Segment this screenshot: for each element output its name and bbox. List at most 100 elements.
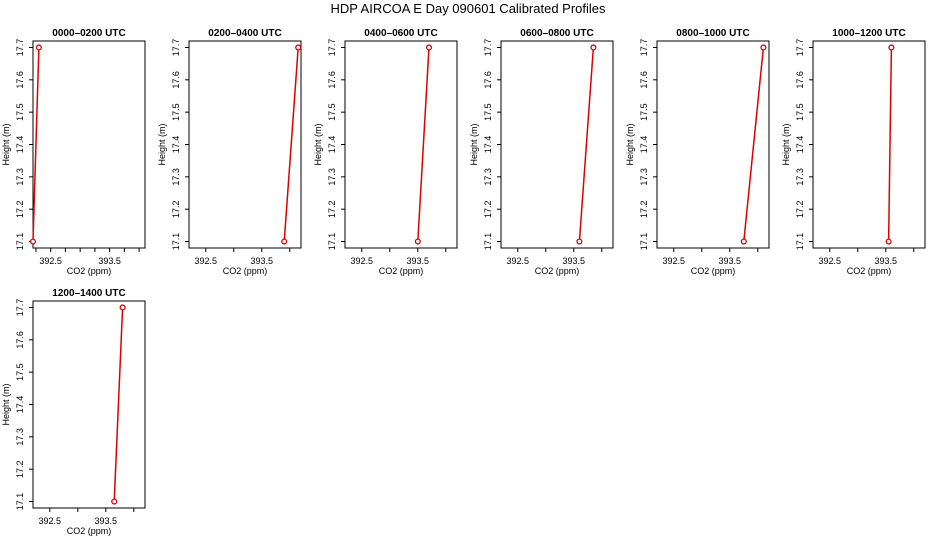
plot-frame [188, 40, 302, 249]
x-tick-label: 393.5 [98, 256, 121, 266]
y-tick-label: 17.1 [483, 233, 493, 251]
y-tick-label: 17.2 [15, 200, 25, 218]
x-tick-label: 393.5 [407, 256, 430, 266]
y-tick-label: 17.7 [171, 39, 181, 57]
y-tick-label: 17.7 [795, 39, 805, 57]
y-tick-label: 17.3 [483, 168, 493, 186]
panel-title: 1000–1200 UTC [832, 28, 905, 39]
y-tick-label: 17.5 [15, 103, 25, 121]
y-tick-label: 17.7 [15, 39, 25, 57]
x-axis-label: CO2 (ppm) [847, 266, 892, 276]
y-tick-label: 17.5 [171, 103, 181, 121]
panel-title: 0200–0400 UTC [208, 28, 281, 39]
x-tick-label: 393.5 [95, 516, 118, 526]
data-point [111, 498, 118, 505]
data-point [414, 238, 421, 245]
y-axis-label: Height (m) [157, 123, 167, 165]
plot-frame [812, 40, 926, 249]
y-tick-label: 17.4 [15, 396, 25, 414]
y-tick-label: 17.6 [171, 71, 181, 89]
y-tick-label: 17.3 [327, 168, 337, 186]
y-tick-label: 17.1 [327, 233, 337, 251]
profile-line [743, 47, 765, 242]
y-tick-label: 17.5 [15, 363, 25, 381]
profile-line [417, 47, 430, 242]
y-tick-label: 17.3 [15, 428, 25, 446]
data-point [590, 44, 597, 51]
y-tick-label: 17.2 [795, 200, 805, 218]
data-point [888, 44, 895, 51]
y-tick-label: 17.4 [15, 136, 25, 154]
panel-title: 0800–1000 UTC [676, 28, 749, 39]
plot-frame [344, 40, 458, 249]
panel-7: 1200–1400 UTC 17.1 17.2 17.3 17.4 17.5 17.6 17.… [1, 288, 146, 536]
y-tick-label: 17.5 [795, 103, 805, 121]
y-tick-label: 17.7 [327, 39, 337, 57]
y-tick-label: 17.1 [639, 233, 649, 251]
x-tick-label: 393.5 [563, 256, 586, 266]
data-point [35, 44, 42, 51]
y-tick-label: 17.5 [639, 103, 649, 121]
y-tick-label: 17.3 [171, 168, 181, 186]
y-axis-label: Height (m) [781, 123, 791, 165]
plot-frame [656, 40, 770, 249]
y-tick-label: 17.7 [639, 39, 649, 57]
y-tick-label: 17.6 [15, 71, 25, 89]
y-tick-label: 17.3 [15, 168, 25, 186]
y-tick-label: 17.1 [795, 233, 805, 251]
y-tick-label: 17.3 [795, 168, 805, 186]
y-tick-label: 17.6 [639, 71, 649, 89]
profile-line [283, 47, 299, 242]
panel-5: 0800–1000 UTC 17.1 17.2 17.3 17.4 17.5 17.6 17.… [625, 28, 770, 276]
data-point [425, 44, 433, 51]
x-tick-label: 392.5 [819, 256, 842, 266]
figure-title: HDP AIRCOA E Day 090601 Calibrated Profi… [330, 1, 606, 16]
panel-title: 0600–0800 UTC [520, 28, 593, 39]
x-tick-label: 392.5 [663, 256, 686, 266]
data-point [740, 238, 747, 245]
y-tick-label: 17.4 [795, 136, 805, 154]
y-tick-label: 17.4 [639, 136, 649, 154]
y-tick-label: 17.2 [327, 200, 337, 218]
y-tick-label: 17.3 [639, 168, 649, 186]
profile-line [578, 47, 595, 242]
y-axis-label: Height (m) [1, 383, 11, 425]
x-axis-label: CO2 (ppm) [691, 266, 736, 276]
y-tick-label: 17.6 [795, 71, 805, 89]
plot-frame [32, 40, 146, 249]
x-axis-label: CO2 (ppm) [535, 266, 580, 276]
y-tick-label: 17.2 [171, 200, 181, 218]
plot-frame [32, 300, 146, 509]
panel-4: 0600–0800 UTC 17.1 17.2 17.3 17.4 17.5 17.6 17.… [469, 28, 614, 276]
y-tick-label: 17.6 [15, 331, 25, 349]
x-tick-label: 393.5 [251, 256, 274, 266]
x-tick-label: 393.5 [719, 256, 742, 266]
data-point [295, 44, 302, 51]
y-tick-label: 17.1 [15, 233, 25, 251]
y-axis-label: Height (m) [313, 123, 323, 165]
y-tick-label: 17.6 [327, 71, 337, 89]
y-axis-label: Height (m) [1, 123, 11, 165]
panel-title: 0400–0600 UTC [364, 28, 437, 39]
profile-line [113, 307, 124, 502]
y-axis-label: Height (m) [469, 123, 479, 165]
panel-6: 1000–1200 UTC 17.1 17.2 17.3 17.4 17.5 17.6 17.… [781, 28, 926, 276]
data-point [281, 238, 288, 245]
panel-title: 1200–1400 UTC [52, 288, 125, 299]
x-tick-label: 393.5 [875, 256, 898, 266]
panel-2: 0200–0400 UTC 17.1 17.2 17.3 17.4 17.5 17.6 17.… [157, 28, 302, 276]
y-tick-label: 17.5 [483, 103, 493, 121]
x-tick-label: 392.5 [39, 516, 62, 526]
y-tick-label: 17.2 [483, 200, 493, 218]
y-tick-label: 17.7 [483, 39, 493, 57]
y-tick-label: 17.4 [483, 136, 493, 154]
y-tick-label: 17.1 [15, 493, 25, 511]
panel-1: 0000–0200 UTC 17.1 17.2 17.3 17.4 17.5 17.6 17.… [1, 28, 146, 276]
y-tick-label: 17.2 [15, 460, 25, 478]
x-axis-label: CO2 (ppm) [379, 266, 424, 276]
data-point [760, 44, 767, 51]
x-axis-label: CO2 (ppm) [223, 266, 268, 276]
y-tick-label: 17.5 [327, 103, 337, 121]
plot-frame [500, 40, 614, 249]
